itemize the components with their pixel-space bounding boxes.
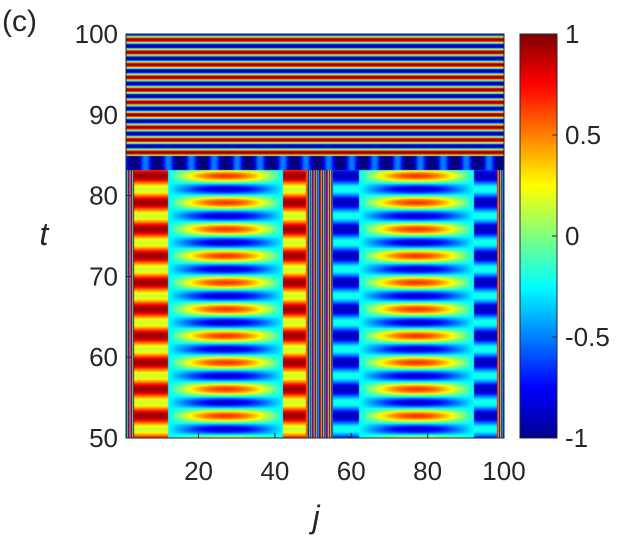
y-tick-label: 90 [89, 100, 118, 130]
y-tick-label: 70 [89, 261, 118, 291]
heatmap-plot-area [125, 33, 505, 439]
x-tick-label: 80 [413, 456, 442, 486]
x-axis-label: j [308, 499, 320, 535]
y-axis-label: t [40, 216, 50, 252]
y-tick-label: 60 [89, 342, 118, 372]
colorbar-tick-label: 1 [565, 19, 579, 49]
x-tick-label: 20 [184, 456, 213, 486]
y-tick-label: 80 [89, 181, 118, 211]
colorbar-tick-label: 0 [565, 221, 579, 251]
y-axis: 50 60 70 80 90 100 [75, 19, 131, 453]
y-tick-label: 100 [75, 19, 118, 49]
colorbar-tick-label: -1 [565, 423, 588, 453]
panel-label: (c) [2, 5, 37, 38]
x-tick-label: 40 [260, 456, 289, 486]
y-tick-label: 50 [89, 423, 118, 453]
plot-frame [125, 33, 505, 439]
x-tick-label: 100 [482, 456, 525, 486]
heatmap-image [126, 34, 504, 438]
x-axis: 20 40 60 80 100 [184, 433, 526, 486]
colorbar-ticks: 1 0.5 0 -0.5 -1 [552, 19, 610, 453]
x-tick-label: 60 [337, 456, 366, 486]
colorbar-tick-label: 0.5 [565, 120, 601, 150]
colorbar-gradient [519, 33, 558, 439]
colorbar: 1 0.5 0 -0.5 -1 [519, 19, 610, 453]
colorbar-tick-label: -0.5 [565, 322, 610, 352]
